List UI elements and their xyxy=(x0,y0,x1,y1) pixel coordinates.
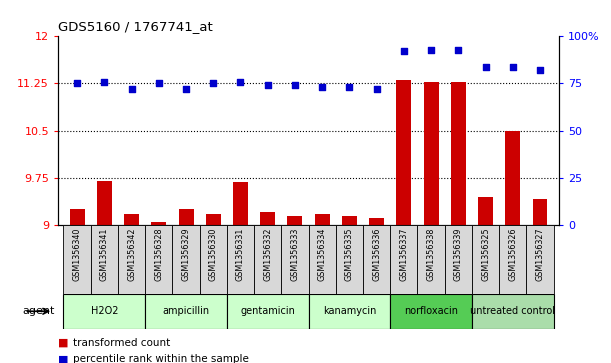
Text: untreated control: untreated control xyxy=(470,306,555,316)
Bar xyxy=(227,294,309,329)
Bar xyxy=(172,225,200,294)
Text: GSM1356341: GSM1356341 xyxy=(100,228,109,281)
Bar xyxy=(64,225,90,294)
Text: GSM1356330: GSM1356330 xyxy=(209,228,218,281)
Text: norfloxacin: norfloxacin xyxy=(404,306,458,316)
Point xyxy=(508,64,518,69)
Bar xyxy=(342,216,357,225)
Bar xyxy=(260,212,275,225)
Point xyxy=(290,82,300,88)
Text: GSM1356331: GSM1356331 xyxy=(236,228,245,281)
Text: GSM1356340: GSM1356340 xyxy=(73,228,82,281)
Text: GSM1356329: GSM1356329 xyxy=(181,228,191,281)
Bar xyxy=(423,82,439,225)
Text: GSM1356325: GSM1356325 xyxy=(481,228,490,281)
Text: GSM1356334: GSM1356334 xyxy=(318,228,327,281)
Bar xyxy=(472,294,554,329)
Text: GSM1356326: GSM1356326 xyxy=(508,228,518,281)
Bar xyxy=(178,209,194,225)
Bar xyxy=(390,294,472,329)
Point xyxy=(426,46,436,52)
Text: transformed count: transformed count xyxy=(73,338,170,348)
Bar xyxy=(145,294,227,329)
Bar xyxy=(70,209,84,225)
Bar xyxy=(451,82,466,225)
Text: H2O2: H2O2 xyxy=(90,306,118,316)
Bar xyxy=(233,182,248,225)
Text: gentamicin: gentamicin xyxy=(240,306,295,316)
Bar xyxy=(505,131,520,225)
Point xyxy=(181,86,191,92)
Bar xyxy=(390,225,417,294)
Bar xyxy=(533,199,547,225)
Bar xyxy=(254,225,281,294)
Text: GSM1356328: GSM1356328 xyxy=(155,228,163,281)
Text: ampicillin: ampicillin xyxy=(163,306,210,316)
Point xyxy=(72,81,82,86)
Bar xyxy=(336,225,363,294)
Bar xyxy=(397,80,411,225)
Text: GSM1356335: GSM1356335 xyxy=(345,228,354,281)
Point xyxy=(100,79,109,85)
Point xyxy=(345,84,354,90)
Text: agent: agent xyxy=(22,306,54,316)
Text: GSM1356333: GSM1356333 xyxy=(290,228,299,281)
Text: GSM1356327: GSM1356327 xyxy=(535,228,544,281)
Bar xyxy=(445,225,472,294)
Text: GDS5160 / 1767741_at: GDS5160 / 1767741_at xyxy=(58,20,213,33)
Bar xyxy=(145,225,172,294)
Bar xyxy=(206,214,221,225)
Point xyxy=(263,82,273,88)
Point xyxy=(126,86,136,92)
Bar xyxy=(152,222,166,225)
Bar xyxy=(478,197,493,225)
Bar xyxy=(499,225,527,294)
Bar xyxy=(309,294,390,329)
Bar xyxy=(417,225,445,294)
Point xyxy=(371,86,381,92)
Bar xyxy=(200,225,227,294)
Text: GSM1356339: GSM1356339 xyxy=(454,228,463,281)
Text: GSM1356332: GSM1356332 xyxy=(263,228,273,281)
Bar xyxy=(472,225,499,294)
Text: percentile rank within the sample: percentile rank within the sample xyxy=(73,354,249,363)
Point xyxy=(236,79,246,85)
Point xyxy=(453,46,463,52)
Bar xyxy=(281,225,309,294)
Bar xyxy=(369,217,384,225)
Text: GSM1356337: GSM1356337 xyxy=(400,228,408,281)
Text: ■: ■ xyxy=(58,338,68,348)
Text: GSM1356342: GSM1356342 xyxy=(127,228,136,281)
Point xyxy=(154,81,164,86)
Text: GSM1356338: GSM1356338 xyxy=(426,228,436,281)
Bar xyxy=(315,214,330,225)
Point xyxy=(481,64,491,69)
Point xyxy=(208,81,218,86)
Bar xyxy=(64,294,145,329)
Bar xyxy=(363,225,390,294)
Text: GSM1356336: GSM1356336 xyxy=(372,228,381,281)
Bar xyxy=(309,225,336,294)
Bar xyxy=(287,216,302,225)
Text: kanamycin: kanamycin xyxy=(323,306,376,316)
Bar xyxy=(124,214,139,225)
Point xyxy=(535,68,545,73)
Text: ■: ■ xyxy=(58,354,68,363)
Point xyxy=(317,84,327,90)
Bar xyxy=(97,181,112,225)
Bar xyxy=(90,225,118,294)
Point xyxy=(399,49,409,54)
Bar xyxy=(227,225,254,294)
Bar xyxy=(527,225,554,294)
Bar xyxy=(118,225,145,294)
